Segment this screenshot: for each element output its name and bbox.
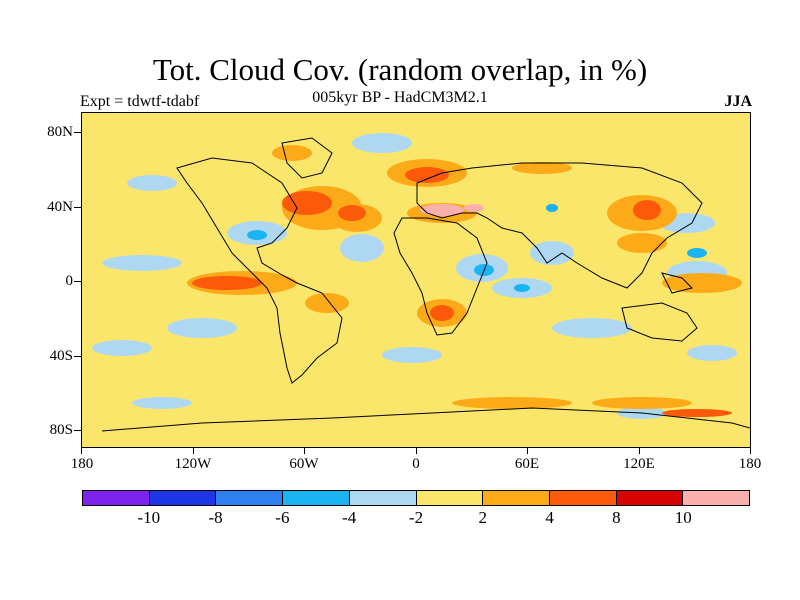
map-subtitle: 005kyr BP - HadCM3M2.1 (312, 89, 488, 106)
colorbar-label: -4 (342, 508, 357, 527)
colorbar-swatch (549, 491, 617, 505)
lat-tick (74, 207, 81, 208)
lon-tick (304, 448, 305, 454)
colorbar-swatch (349, 491, 417, 505)
anomaly-map (92, 133, 750, 432)
colorbar-label: 4 (545, 508, 554, 527)
colorbar-swatch (83, 491, 150, 505)
lat-tick (74, 281, 81, 282)
lat-label-40s: 40S (49, 348, 73, 364)
map-panel (81, 112, 751, 448)
lon-label-60w: 60W (289, 456, 319, 472)
colorbar-swatch (149, 491, 217, 505)
lat-label-80n: 80N (47, 124, 73, 140)
colorbar-swatch (616, 491, 684, 505)
lon-tick (750, 448, 751, 454)
peak-positive-regions (420, 204, 484, 216)
colorbar-label: -6 (275, 508, 290, 527)
map-title: Tot. Cloud Cov. (random overlap, in %) (152, 52, 648, 87)
colorbar-label: 10 (674, 508, 692, 527)
season-label: JJA (724, 93, 752, 110)
lon-label-60e: 60E (514, 456, 540, 472)
lon-tick (639, 448, 640, 454)
experiment-label: Expt = tdwtf-tdabf (80, 93, 200, 110)
lon-label-180w: 180 (70, 456, 94, 472)
lat-tick (74, 430, 81, 431)
colorbar-label: -2 (408, 508, 424, 527)
lon-tick (416, 448, 417, 454)
lat-tick (74, 132, 81, 133)
colorbar-swatch (283, 491, 350, 505)
colorbar-label: -8 (208, 508, 223, 527)
lon-tick (193, 448, 194, 454)
lon-label-120e: 120E (623, 456, 655, 472)
lat-label-80s: 80S (49, 422, 73, 438)
colorbar-label: 8 (612, 508, 621, 527)
lat-label-40n: 40N (47, 199, 73, 215)
colorbar (82, 490, 750, 506)
lat-label-equator: 0 (65, 273, 74, 289)
lon-label-120w: 120W (174, 456, 212, 472)
lon-tick (81, 448, 82, 454)
lon-label-180e: 180 (738, 456, 762, 472)
colorbar-swatch (216, 491, 284, 505)
strong-positive-regions (192, 167, 732, 417)
coastlines (101, 137, 750, 432)
colorbar-swatch (683, 491, 750, 505)
lon-tick (527, 448, 528, 454)
colorbar-label: -10 (137, 508, 161, 527)
lat-tick (74, 356, 81, 357)
colorbar-label: 2 (478, 508, 488, 527)
colorbar-swatch (483, 491, 550, 505)
lon-label-0: 0 (412, 456, 420, 472)
colorbar-swatch (416, 491, 484, 505)
